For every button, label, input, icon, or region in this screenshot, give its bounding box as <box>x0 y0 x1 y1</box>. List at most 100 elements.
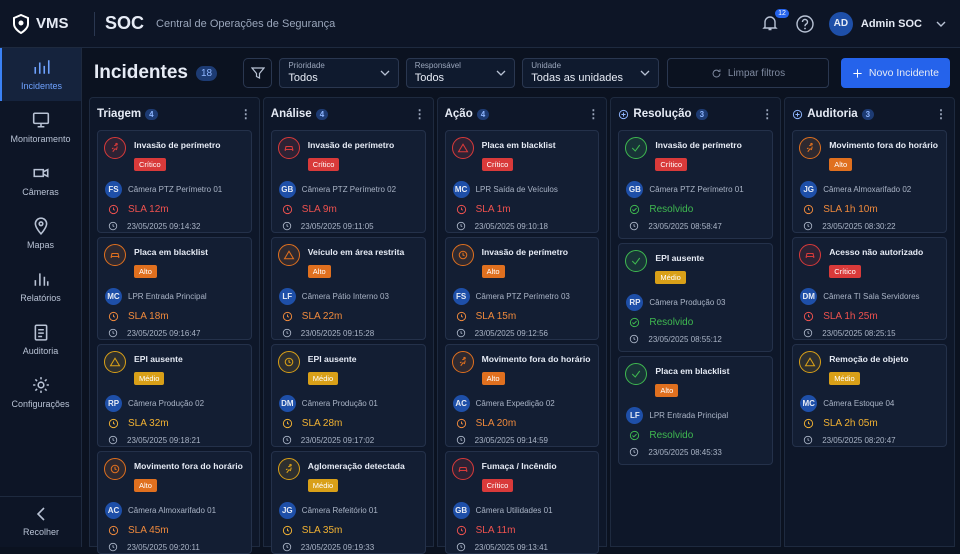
incident-title: Movimento fora do horário <box>481 354 591 364</box>
user-avatar[interactable]: AD <box>828 11 853 36</box>
incident-count: 18 <box>195 65 218 81</box>
check-icon-svg <box>630 204 640 215</box>
notifications[interactable]: 12 <box>761 8 789 34</box>
camera-row: FS Câmera PTZ Perímetro 03 <box>452 288 593 305</box>
camera-row: JG Câmera Refeitório 01 <box>278 502 419 519</box>
nav-item[interactable]: Relatórios <box>0 260 81 313</box>
filter-button[interactable] <box>243 58 273 88</box>
sla-icon-svg <box>108 204 119 215</box>
nav-label: Mapas <box>26 240 54 250</box>
nav-item[interactable]: Monitoramento <box>0 101 81 154</box>
new-label: Novo Incidente <box>868 67 939 79</box>
incident-card[interactable]: Fumaça / Incêndio Crítico GB Câmera Utilida… <box>444 451 600 554</box>
column-menu[interactable]: ⋮ <box>413 107 426 121</box>
column-menu[interactable]: ⋮ <box>934 107 947 121</box>
assignee-avatar: MC <box>452 181 470 198</box>
incident-card[interactable]: Remoção de objeto Médio MC Câmera Estoque 0… <box>792 344 947 447</box>
incident-time: 23/05/2025 09:17:02 <box>300 435 375 445</box>
assignee-avatar: GB <box>452 502 470 519</box>
column-menu[interactable]: ⋮ <box>761 107 774 121</box>
incident-card[interactable]: Invasão de perímetro Alto FS Câmera PTZ Per… <box>444 237 600 340</box>
clock-icon-svg <box>456 435 465 445</box>
filter-label: Prioridade <box>288 61 325 70</box>
priority-badge: Crítico <box>481 479 514 492</box>
incident-card[interactable]: Placa em blacklist Alto MC LPR Entrada Prin… <box>97 237 252 340</box>
incident-card[interactable]: Movimento fora do horário Alto AC Câmera Al… <box>97 451 252 554</box>
nav-item[interactable]: Auditoria <box>0 313 81 366</box>
incident-card[interactable]: EPI ausente Médio DM Câmera Produção 01 SLA … <box>270 344 426 447</box>
clear-filters[interactable]: Limpar filtros <box>667 58 829 88</box>
nav-item[interactable]: Configurações <box>0 366 81 419</box>
incident-icon-glyph-svg <box>632 370 641 378</box>
incident-title: Acesso não autorizado <box>829 247 924 257</box>
chevron <box>640 70 650 76</box>
camera-row: JG Câmera Almoxarifado 02 <box>799 181 940 198</box>
camera-row: LF LPR Entrada Principal <box>625 407 766 424</box>
column-menu[interactable]: ⋮ <box>587 107 600 121</box>
new-incident-button[interactable]: Novo Incidente <box>840 58 950 88</box>
assignee-avatar: DM <box>800 288 818 305</box>
help-icon[interactable] <box>795 14 815 34</box>
incident-icon <box>451 458 474 480</box>
camera-name: Câmera Produção 01 <box>301 399 378 408</box>
nav-item[interactable]: Mapas <box>0 207 81 260</box>
incident-card[interactable]: Placa em blacklist Crítico MC LPR Saída de … <box>444 130 600 233</box>
clock-icon-svg <box>108 542 118 552</box>
incident-time: 23/05/2025 08:55:12 <box>648 334 722 344</box>
nav-item[interactable]: Incidentes <box>0 48 81 101</box>
collapse-icon <box>36 507 45 521</box>
nav-icon-svg <box>32 377 49 393</box>
incident-card[interactable]: Invasão de perímetro Crítico GB Câmera PTZ … <box>618 130 774 239</box>
incident-time: 23/05/2025 08:45:33 <box>648 447 722 457</box>
filter-select[interactable]: Unidade Todas as unidades <box>522 58 660 88</box>
incident-card[interactable]: EPI ausente Médio RP Câmera Produção 03 Reso… <box>618 243 774 352</box>
sla-icon <box>803 204 814 215</box>
incident-card[interactable]: Veículo em área restrita Alto LF Câmera Pát… <box>270 237 426 340</box>
incident-time: 23/05/2025 09:13:41 <box>474 542 548 552</box>
sla-icon-svg <box>456 311 466 322</box>
nav-item[interactable]: Câmeras <box>0 154 81 207</box>
priority-badge: Alto <box>481 372 505 385</box>
nav-icon <box>32 111 50 129</box>
assignee-avatar: RP <box>626 294 644 311</box>
sla-value: SLA 1h 25m <box>823 311 878 322</box>
sla-row: SLA 12m <box>108 204 245 215</box>
filter-select[interactable]: Responsável Todos <box>405 58 516 88</box>
filter-select[interactable]: Prioridade Todos <box>279 58 399 88</box>
incident-card[interactable]: Invasão de perímetro Crítico FS Câmera PTZ … <box>97 130 252 233</box>
clock-icon <box>108 435 118 445</box>
user-name[interactable]: Admin SOC <box>860 17 922 30</box>
time-row: 23/05/2025 09:14:59 <box>456 435 593 445</box>
clock-icon-svg <box>108 221 118 231</box>
incident-card[interactable]: Invasão de perímetro Crítico GB Câmera PTZ … <box>270 130 426 233</box>
incident-time: 23/05/2025 09:14:32 <box>127 221 201 231</box>
time-row: 23/05/2025 08:45:33 <box>629 447 766 457</box>
camera-row: MC Câmera Estoque 04 <box>799 395 940 412</box>
incident-card[interactable]: Placa em blacklist Alto LF LPR Entrada Prin… <box>618 356 774 465</box>
incident-card[interactable]: Aglomeração detectada Médio JG Câmera Refei… <box>270 451 426 554</box>
incident-icon-glyph <box>283 249 295 261</box>
sla-icon-svg <box>282 418 292 429</box>
priority-badge: Crítico <box>829 265 861 278</box>
camera-row: AC Câmera Almoxarifado 01 <box>104 502 245 519</box>
priority-badge: Alto <box>829 158 853 171</box>
incident-card[interactable]: Movimento fora do horário Alto JG Câmera Al… <box>792 130 947 233</box>
collapse-button[interactable]: Recolher <box>0 496 82 537</box>
incident-icon-glyph <box>630 368 642 380</box>
sla-row: SLA 1h 25m <box>803 311 940 322</box>
sla-value: SLA 22m <box>301 311 343 322</box>
column-title: Triagem <box>97 108 142 120</box>
sla-icon-svg <box>282 525 292 536</box>
incident-card[interactable]: EPI ausente Médio RP Câmera Produção 02 SLA … <box>97 344 252 447</box>
sla-value: SLA 18m <box>128 311 169 322</box>
column-header: Ação 4 ⋮ <box>445 98 600 130</box>
time-row: 23/05/2025 08:55:12 <box>629 334 766 344</box>
incident-card[interactable]: Movimento fora do horário Alto AC Câmera Ex… <box>444 344 600 447</box>
sla-icon-svg <box>108 311 119 322</box>
clock-icon-svg <box>456 542 465 552</box>
camera-row: RP Câmera Produção 02 <box>104 395 245 412</box>
column-menu[interactable]: ⋮ <box>239 107 252 121</box>
sla-value: SLA 11m <box>475 525 516 536</box>
incident-card[interactable]: Acesso não autorizado Crítico DM Câmera TI … <box>792 237 947 340</box>
camera-name: Câmera Almoxarifado 02 <box>823 185 912 194</box>
